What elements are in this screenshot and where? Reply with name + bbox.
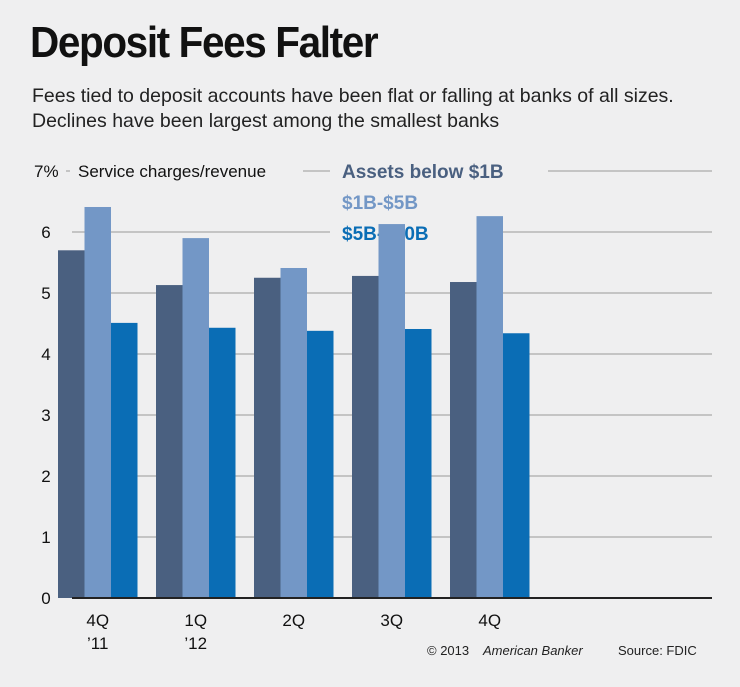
y-tick-label: 4 <box>41 345 50 364</box>
x-tick-label: 4Q <box>478 611 501 630</box>
x-tick-label: 3Q <box>380 611 403 630</box>
y-tick-label: 1 <box>41 528 50 547</box>
bar <box>58 250 85 599</box>
y-tick-label: 2 <box>41 467 50 486</box>
bar <box>254 277 281 598</box>
y-tick-label: 0 <box>41 589 50 608</box>
bar <box>111 322 138 598</box>
chart-subtitle: Fees tied to deposit accounts have been … <box>32 85 674 132</box>
bar <box>182 238 209 598</box>
x-tick-label: 4Q <box>86 611 109 630</box>
bar <box>352 275 379 598</box>
y-axis-label: Service charges/revenue <box>78 162 266 181</box>
credit-brand: American Banker <box>482 643 583 658</box>
y-tick-label: 3 <box>41 406 50 425</box>
y-tick-label-top: 7% <box>34 162 59 181</box>
bar <box>378 224 405 598</box>
bar <box>503 333 530 598</box>
chart-title: Deposit Fees Falter <box>30 18 379 67</box>
bar <box>476 216 503 598</box>
bar <box>280 267 307 598</box>
bar <box>450 282 477 598</box>
source-text: Source: FDIC <box>618 643 697 658</box>
legend-entry: $1B-$5B <box>342 193 418 214</box>
x-tick-label-year: ’11 <box>87 634 108 653</box>
bar <box>84 206 111 599</box>
legend-entry: Assets below $1B <box>342 162 504 183</box>
bar <box>307 330 334 598</box>
y-tick-label: 5 <box>41 284 50 303</box>
bar <box>156 285 183 598</box>
x-tick-label-year: ’12 <box>184 634 207 653</box>
bar <box>209 327 236 598</box>
x-tick-label: 1Q <box>184 611 207 630</box>
bar <box>405 328 432 598</box>
y-tick-label: 6 <box>41 223 50 242</box>
copyright-text: © 2013 <box>427 643 469 658</box>
x-tick-label: 2Q <box>282 611 305 630</box>
